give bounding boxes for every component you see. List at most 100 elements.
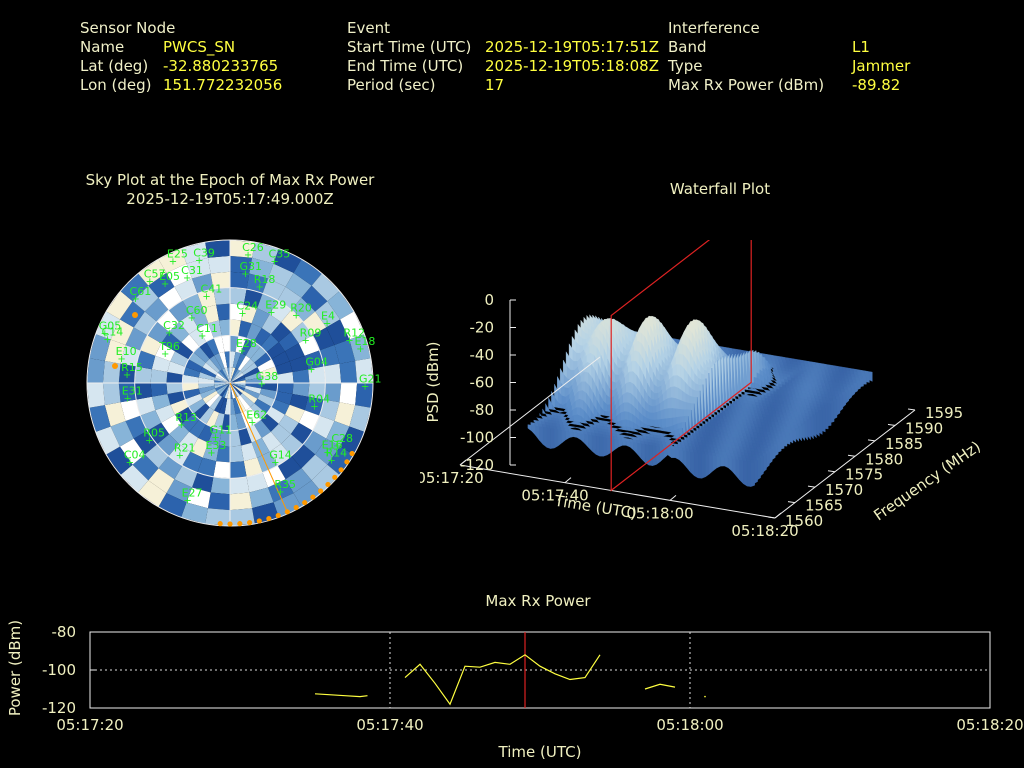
waterfall-x-tick	[669, 494, 677, 501]
skyplot-heat-cell	[197, 289, 217, 309]
skyplot-track-point	[237, 521, 243, 527]
skyplot-heat-cell	[219, 383, 230, 397]
skyplot-heat-cell	[230, 383, 246, 386]
skyplot-heat-cell	[186, 257, 211, 279]
skyplot-satellite-label: E4	[321, 309, 335, 322]
skyplot-satellite-label: E25	[167, 248, 188, 261]
skyplot-heat-cell	[301, 285, 328, 312]
event-heading: Event	[347, 19, 390, 37]
max-rx-power-trace	[644, 683, 676, 690]
skyplot-heat-cell	[260, 413, 279, 432]
skyplot-satellite: +G04	[305, 356, 328, 376]
waterfall-x-tick	[459, 459, 467, 466]
waterfall-cell	[580, 433, 585, 444]
skyplot-satellite-marker: +	[271, 457, 279, 468]
skyplot-heat-cell	[326, 319, 350, 345]
skyplot-heat-cell	[285, 343, 305, 362]
waterfall-cell	[657, 418, 663, 429]
skyplot-heatmap	[87, 240, 373, 526]
skyplot-heat-cell	[281, 310, 303, 332]
skyplot-heat-cell	[138, 259, 167, 286]
skyplot-heat-cell	[261, 314, 282, 335]
skyplot-heat-cell	[148, 272, 175, 298]
skyplot-track-point	[132, 312, 138, 318]
skyplot-satellite: +C26	[242, 241, 264, 261]
waterfall-z-tick-label: -20	[470, 319, 495, 337]
skyplot-heat-cell	[230, 383, 241, 397]
skyplot-heat-cell	[289, 394, 309, 411]
skyplot-heat-cell	[89, 405, 111, 432]
waterfall-surface	[527, 314, 873, 487]
skyplot-heat-cell	[214, 353, 225, 370]
skyplot-satellite-marker: +	[238, 346, 246, 357]
skyplot-heat-cell	[254, 398, 272, 414]
skyplot-heat-cell	[334, 339, 356, 364]
waterfall-y-tick	[867, 439, 876, 442]
skyplot-heat-cell	[244, 385, 262, 394]
skyplot-heat-cell	[230, 367, 236, 383]
max-rx-power-x-tick-label: 05:17:40	[356, 716, 423, 734]
event-end-value: 2025-12-19T05:18:08Z	[485, 57, 659, 75]
skyplot-heat-cell	[206, 410, 220, 428]
skyplot-satellite-marker: +	[307, 365, 315, 376]
skyplot-heat-cell	[219, 397, 228, 415]
waterfall-cell	[607, 437, 612, 456]
skyplot-heat-cell	[251, 308, 270, 328]
waterfall-cell	[622, 440, 627, 446]
skyplot-satellite-label: E62	[246, 409, 267, 422]
skyplot-heat-cell	[216, 303, 230, 321]
skyplot-heat-cell	[281, 434, 303, 456]
skyplot-heat-cell	[207, 492, 230, 511]
skyplot-satellite-label: E29	[265, 298, 286, 311]
waterfall-cell	[678, 449, 684, 464]
waterfall-cell	[604, 417, 610, 420]
skyplot-satellite: +E27	[182, 486, 203, 506]
skyplot-heat-cell	[150, 369, 168, 383]
event-end-label: End Time (UTC)	[347, 57, 464, 75]
skyplot-satellite-label: E18	[354, 335, 375, 348]
waterfall-cell	[709, 454, 714, 475]
waterfall-title: Waterfall Plot	[669, 180, 771, 198]
waterfall-z-label: PSD (dBm)	[424, 341, 442, 422]
skyplot-heat-cell	[257, 451, 278, 473]
waterfall-cell	[538, 426, 544, 445]
skyplot-heat-cell	[245, 407, 261, 425]
skyplot-heat-cell	[198, 372, 216, 381]
skyplot-satellite-label: R09	[300, 326, 322, 339]
skyplot-heat-cell	[227, 383, 230, 399]
skyplot-heat-cell	[169, 322, 190, 343]
waterfall-y-tick-label: 1595	[925, 404, 963, 422]
skyplot-heat-cell	[249, 257, 274, 279]
skyplot-heat-cell	[230, 369, 241, 383]
skyplot-heat-cell	[167, 391, 186, 405]
skyplot-heat-cell	[178, 431, 199, 452]
sensor-lon-label: Lon (deg)	[80, 76, 152, 94]
waterfall-cell	[739, 460, 744, 485]
skyplot-heat-cell	[245, 383, 262, 389]
waterfall-cell	[619, 431, 624, 435]
skyplot-heat-cell	[200, 388, 217, 399]
skyplot-heat-cell	[89, 334, 111, 361]
skyplot-satellite-label: E16	[322, 438, 343, 451]
skyplot-satellite-marker: +	[198, 331, 206, 342]
skyplot-heat-cell	[118, 383, 137, 403]
skyplot-heat-cell	[243, 388, 260, 399]
skyplot-heat-cell	[199, 407, 215, 425]
waterfall-y-tick-label: 1575	[845, 466, 883, 484]
waterfall-cell	[599, 436, 604, 457]
skyplot-heat-cell	[230, 271, 250, 290]
skyplot-satellite: +T96	[158, 340, 180, 360]
skyplot-satellite: +G38	[256, 370, 279, 390]
skyplot-heat-cell	[230, 367, 233, 383]
skyplot-heat-cell	[119, 438, 145, 465]
skyplot-heat-cell	[245, 341, 261, 359]
waterfall-cell	[614, 439, 619, 450]
skyplot-heat-cell	[326, 421, 350, 447]
skyplot-heat-cell	[192, 273, 214, 294]
skyplot-heat-cell	[340, 426, 365, 455]
skyplot-heat-cell	[224, 351, 230, 368]
skyplot-heat-cell	[355, 383, 373, 408]
skyplot-heat-cell	[261, 383, 278, 392]
skyplot-satellite-label: G21	[359, 372, 382, 385]
waterfall-cell	[747, 387, 752, 391]
